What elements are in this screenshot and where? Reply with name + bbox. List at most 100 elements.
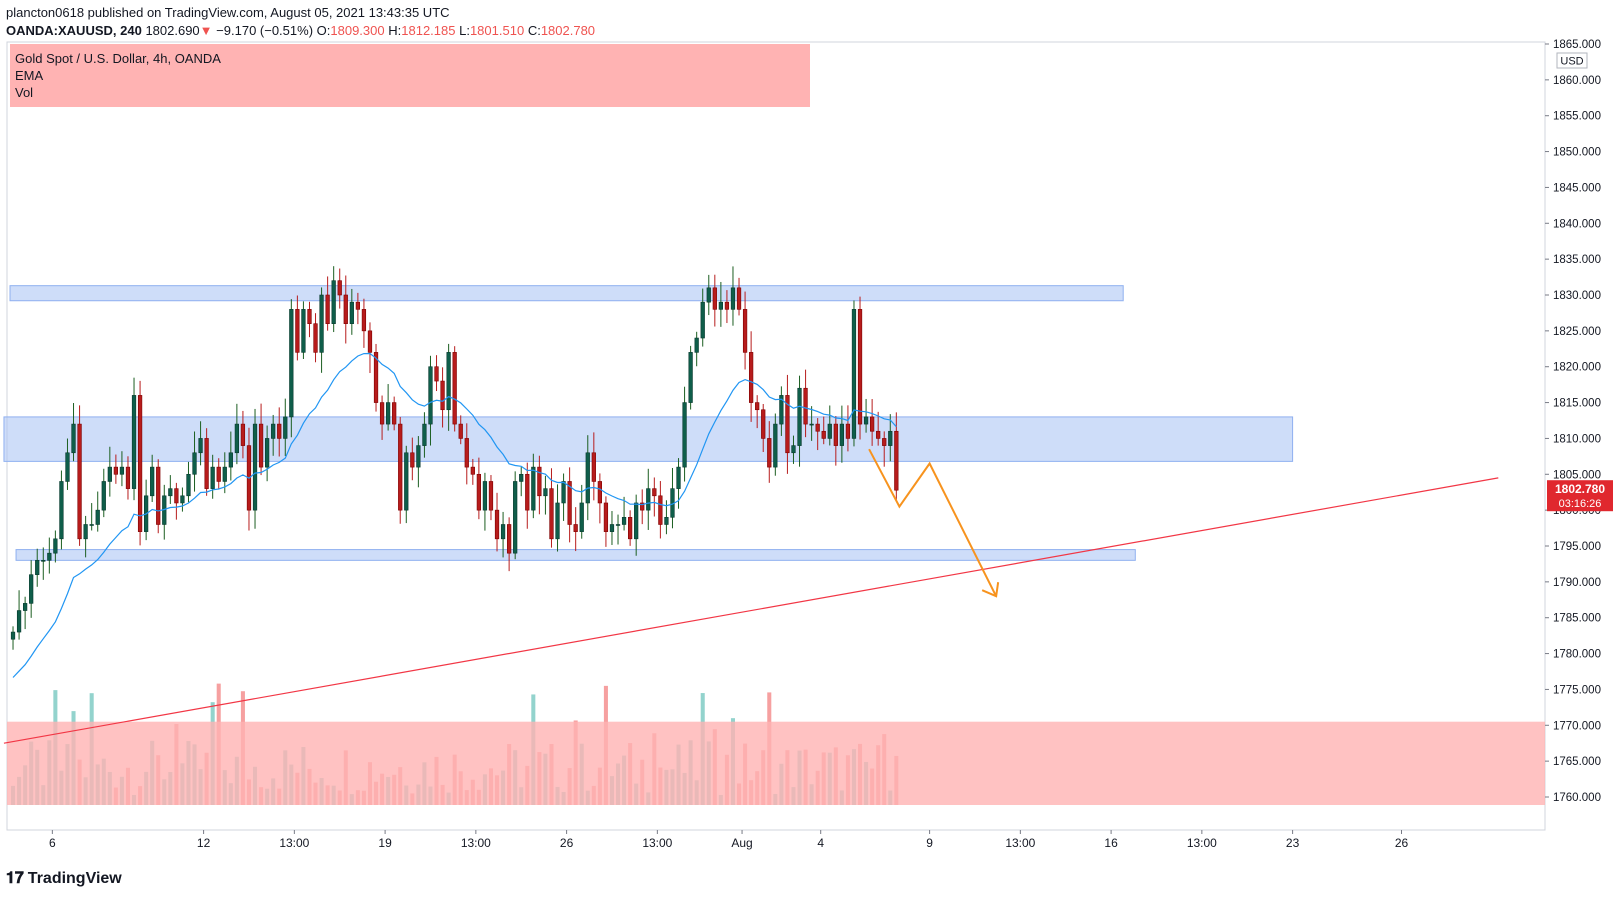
y-tick-label: 1845.000 bbox=[1553, 182, 1601, 194]
candle-body bbox=[634, 502, 639, 540]
y-tick-label: 1815.000 bbox=[1553, 398, 1601, 410]
candle-body bbox=[500, 524, 506, 540]
candle-body bbox=[398, 423, 403, 511]
candle-body bbox=[513, 481, 518, 554]
candle-body bbox=[609, 524, 615, 532]
x-tick-label: 23 bbox=[1286, 836, 1300, 850]
y-tick-label: 1790.000 bbox=[1553, 577, 1601, 589]
candle-body bbox=[89, 524, 94, 526]
x-tick-label: 6 bbox=[49, 836, 56, 850]
price-chart[interactable]: 1760.000 1765.000 1770.000 1775.000 1780.000… bbox=[0, 0, 1621, 870]
candle-body bbox=[168, 488, 173, 497]
y-tick-label: 1765.000 bbox=[1553, 756, 1601, 768]
candle-body bbox=[428, 366, 433, 425]
candle-body bbox=[174, 488, 179, 504]
projection-path[interactable] bbox=[868, 448, 997, 597]
candle-body bbox=[337, 280, 342, 296]
candle-body bbox=[815, 423, 820, 432]
candle-body bbox=[373, 352, 379, 403]
high-value: 1812.185 bbox=[401, 23, 456, 38]
candle-body bbox=[869, 416, 875, 432]
candle-body bbox=[579, 502, 584, 532]
zone-rect-0[interactable] bbox=[9, 285, 1124, 302]
legend-box bbox=[10, 44, 810, 107]
candle-body bbox=[646, 488, 651, 511]
candle-body bbox=[888, 430, 893, 446]
candle-body bbox=[283, 416, 288, 439]
y-tick-label: 1830.000 bbox=[1553, 290, 1601, 302]
y-tick-label: 1855.000 bbox=[1553, 111, 1601, 123]
candle-body bbox=[301, 309, 306, 353]
candle-body bbox=[22, 603, 28, 611]
y-tick-label: 1810.000 bbox=[1553, 433, 1601, 445]
candle-body bbox=[307, 309, 312, 324]
x-tick-label: 12 bbox=[197, 836, 211, 850]
candle-body bbox=[228, 452, 233, 468]
x-tick-label: 13:00 bbox=[461, 836, 491, 850]
currency-badge[interactable] bbox=[1556, 52, 1588, 69]
candle-body bbox=[452, 352, 457, 425]
candle-body bbox=[476, 473, 481, 511]
last-price-countdown: 03:16:26 bbox=[1559, 498, 1602, 510]
candle-body bbox=[640, 502, 645, 511]
candle-body bbox=[482, 481, 488, 511]
candle-body bbox=[446, 352, 451, 411]
zone-rect-2[interactable] bbox=[15, 549, 1136, 561]
candle-body bbox=[791, 445, 796, 454]
candle-body bbox=[567, 481, 572, 525]
candle-body bbox=[192, 452, 197, 475]
ohlc-line: OANDA:XAUUSD, 240 1802.690▼ −9.170 (−0.5… bbox=[6, 22, 595, 40]
legend-ema[interactable]: EMA bbox=[15, 68, 44, 83]
low-label: L: bbox=[459, 23, 470, 38]
zone-rect-1[interactable] bbox=[3, 416, 1294, 462]
candle-body bbox=[422, 423, 427, 446]
candle-body bbox=[35, 560, 40, 575]
candle-body bbox=[845, 423, 851, 439]
candle-body bbox=[470, 466, 475, 475]
candle-body bbox=[736, 287, 742, 310]
candle-body bbox=[349, 301, 354, 324]
candle-body bbox=[343, 294, 348, 324]
candle-body bbox=[591, 452, 596, 482]
candle-body bbox=[289, 309, 294, 418]
candle-body bbox=[71, 423, 76, 454]
candle-body bbox=[150, 466, 155, 497]
candle-body bbox=[488, 481, 494, 511]
candle-body bbox=[676, 466, 681, 489]
candle-body bbox=[621, 517, 627, 525]
candle-body bbox=[10, 631, 16, 640]
last-price-tag[interactable] bbox=[1547, 480, 1613, 512]
candle-body bbox=[543, 488, 548, 497]
candle-body bbox=[355, 301, 360, 310]
footer-brand[interactable]: 𝟏𝟕 TradingView bbox=[6, 870, 122, 888]
x-tick-label: 13:00 bbox=[279, 836, 309, 850]
candle-body bbox=[240, 423, 246, 446]
y-tick-label: 1825.000 bbox=[1553, 326, 1601, 338]
x-tick-label: 13:00 bbox=[1005, 836, 1035, 850]
candle-body bbox=[767, 438, 772, 468]
ema-line[interactable] bbox=[12, 352, 897, 678]
trendline[interactable] bbox=[3, 477, 1499, 744]
legend-title[interactable]: Gold Spot / U.S. Dollar, 4h, OANDA bbox=[15, 51, 221, 66]
x-tick-label: 26 bbox=[1395, 836, 1409, 850]
chart-header: plancton0618 published on TradingView.co… bbox=[6, 4, 595, 40]
candle-body bbox=[882, 438, 887, 446]
candle-body bbox=[379, 402, 385, 425]
candle-body bbox=[41, 560, 46, 562]
candle-body bbox=[198, 438, 203, 454]
candle-body bbox=[101, 481, 106, 511]
legend-vol[interactable]: Vol bbox=[15, 85, 33, 100]
candle-body bbox=[47, 552, 52, 561]
candle-body bbox=[319, 294, 324, 353]
candle-body bbox=[506, 524, 512, 554]
candle-body bbox=[264, 438, 270, 468]
candle-body bbox=[416, 445, 421, 468]
candle-body bbox=[730, 287, 736, 310]
candle-body bbox=[603, 502, 609, 532]
candle-body bbox=[277, 423, 282, 439]
y-tick-label: 1780.000 bbox=[1553, 649, 1601, 661]
volume-zone[interactable] bbox=[7, 721, 1545, 805]
candle-body bbox=[519, 473, 524, 482]
x-tick-label: 13:00 bbox=[1187, 836, 1217, 850]
candle-body bbox=[755, 402, 760, 411]
